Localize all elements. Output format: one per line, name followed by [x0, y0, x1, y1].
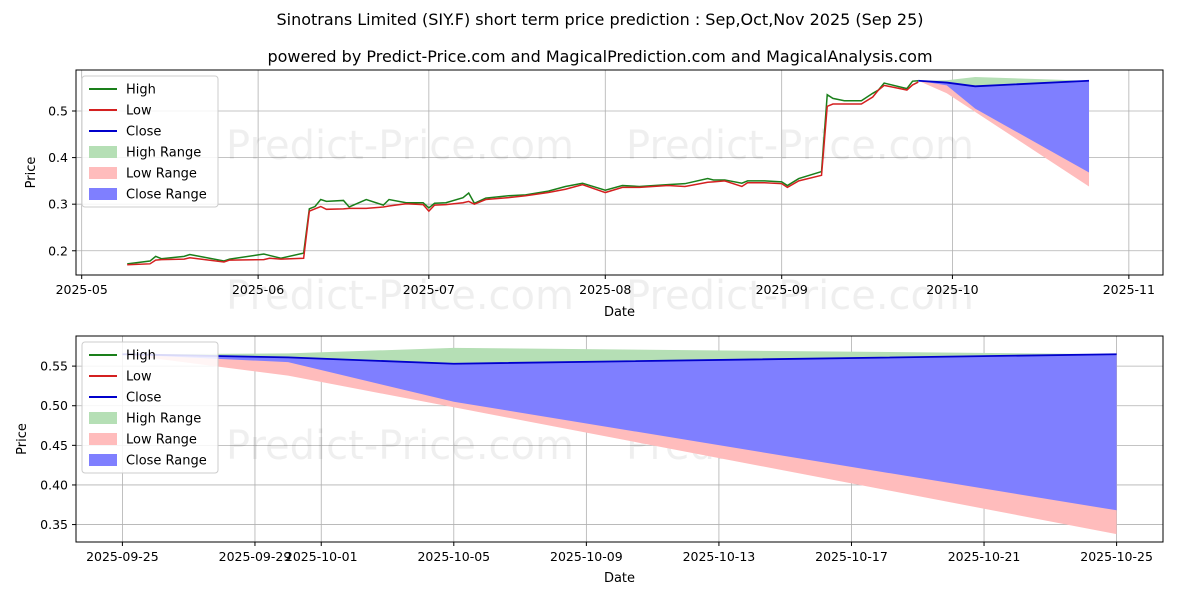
legend-label: Close Range	[126, 188, 207, 203]
x-tick-label: 2025-06	[232, 282, 284, 297]
x-axis-label: Date	[604, 571, 635, 586]
axes-frame	[75, 335, 1164, 543]
chart-subtitle: powered by Predict-Price.com and Magical…	[267, 47, 932, 66]
axes-frame	[75, 69, 1164, 276]
x-tick-label: 2025-10-05	[417, 549, 490, 564]
close-range-band	[918, 80, 1090, 173]
watermark-text: Predict-Price.com	[626, 273, 974, 319]
x-tick-label: 2025-10-09	[550, 549, 623, 564]
legend-label: High	[126, 83, 156, 98]
x-tick-label: 2025-09-25	[86, 549, 159, 564]
legend-label: High	[126, 349, 156, 364]
legend-swatch-high-range	[89, 412, 117, 424]
y-tick-label: 0.40	[40, 477, 68, 492]
x-tick-label: 2025-10-17	[815, 549, 888, 564]
x-tick-label: 2025-11	[1103, 282, 1155, 297]
history-panel: Predict-Price.com Predict-Price.com Predic…	[24, 69, 1164, 320]
x-tick-label: 2025-09	[756, 282, 808, 297]
close-series-line	[918, 79, 1090, 88]
y-axis-label: Price	[24, 157, 39, 189]
plot-area	[127, 76, 1090, 266]
legend-label: High Range	[126, 146, 201, 161]
legend-swatch-low-range	[89, 167, 117, 179]
x-tick-label: 2025-10-13	[683, 549, 756, 564]
legend-label: Close	[126, 125, 161, 140]
y-tick-label: 0.3	[48, 197, 68, 212]
watermark-text: Predict-Price.com	[226, 273, 574, 319]
legend: High Low Close High Range Low Range Close Ran…	[81, 75, 219, 208]
x-tick-label: 2025-10	[926, 282, 978, 297]
legend-label: High Range	[126, 412, 201, 427]
high-series-line	[127, 79, 919, 265]
watermark-text: Predict-Price.com	[226, 123, 574, 169]
y-axis-label: Price	[15, 423, 30, 455]
x-tick-label: 2025-08	[579, 282, 631, 297]
legend-label: Low Range	[126, 433, 197, 448]
legend-label: Low	[126, 104, 152, 119]
legend: High Low Close High Range Low Range Close Ran…	[81, 341, 219, 474]
x-tick-label: 2025-10-25	[1080, 549, 1153, 564]
forecast-zoom-panel: Predict-Price.comPredict-Price.com2025-0…	[15, 335, 1164, 586]
legend-label: Low	[126, 370, 152, 385]
watermark-text: Predict-Price.com	[626, 123, 974, 169]
x-tick-label: 2025-05	[56, 282, 108, 297]
low-series-line	[127, 81, 919, 266]
y-tick-label: 0.4	[48, 150, 68, 165]
legend-label: Close Range	[126, 454, 207, 469]
legend-swatch-low-range	[89, 433, 117, 445]
x-tick-label: 2025-07	[403, 282, 455, 297]
y-tick-label: 0.45	[40, 438, 68, 453]
y-tick-label: 0.50	[40, 398, 68, 413]
legend-label: Close	[126, 391, 161, 406]
x-tick-label: 2025-10-21	[948, 549, 1021, 564]
y-tick-label: 0.2	[48, 243, 68, 258]
legend-swatch-high-range	[89, 146, 117, 158]
watermark-text: Predict-Price.com	[226, 423, 574, 469]
close-range-band	[122, 354, 1117, 511]
y-tick-label: 0.55	[40, 359, 68, 374]
legend-swatch-close-range	[89, 454, 117, 466]
chart-title: Sinotrans Limited (SIY.F) short term pri…	[277, 10, 924, 29]
legend-swatch-close-range	[89, 188, 117, 200]
x-tick-label: 2025-09-29	[219, 549, 292, 564]
y-tick-label: 0.35	[40, 517, 68, 532]
x-tick-label: 2025-10-01	[285, 549, 358, 564]
legend-label: Low Range	[126, 167, 197, 182]
x-axis-label: Date	[604, 305, 635, 320]
y-tick-label: 0.5	[48, 104, 68, 119]
